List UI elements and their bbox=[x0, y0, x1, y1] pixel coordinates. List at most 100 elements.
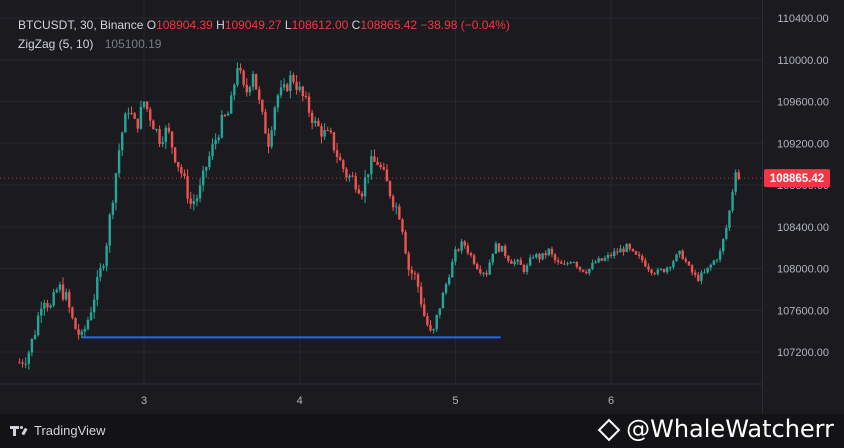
candle-body bbox=[357, 189, 361, 194]
candle-body bbox=[323, 130, 326, 137]
candle-body bbox=[189, 198, 192, 204]
candle-body bbox=[454, 249, 457, 262]
candle-body bbox=[236, 67, 239, 85]
candle-body bbox=[317, 120, 320, 127]
candle-body bbox=[395, 206, 398, 208]
candle-body bbox=[494, 243, 498, 254]
candle-body bbox=[444, 284, 448, 293]
candle-body bbox=[641, 255, 644, 261]
candle-body bbox=[289, 75, 292, 92]
candle-body bbox=[108, 214, 111, 246]
candle-body bbox=[423, 304, 426, 317]
candle-body bbox=[575, 262, 579, 267]
candle-body bbox=[214, 139, 217, 145]
candle-body bbox=[404, 232, 407, 254]
candle-body bbox=[460, 241, 463, 251]
candle-body bbox=[310, 112, 314, 124]
candle-body bbox=[102, 266, 105, 268]
y-tick-label: 107200.00 bbox=[777, 347, 829, 359]
candle-body bbox=[718, 251, 722, 260]
candle-body bbox=[282, 84, 286, 88]
candle-body bbox=[58, 284, 62, 290]
candle-body bbox=[535, 253, 538, 258]
indicator-name[interactable]: ZigZag (5, 10) bbox=[18, 37, 94, 51]
candle-body bbox=[569, 262, 572, 264]
candle-body bbox=[170, 131, 174, 148]
candle-body bbox=[220, 115, 224, 138]
candle-body bbox=[149, 109, 152, 121]
candle-body bbox=[672, 261, 675, 268]
candle-body bbox=[398, 206, 401, 220]
candle-body bbox=[64, 291, 68, 300]
candle-body bbox=[544, 253, 547, 256]
candle-body bbox=[616, 251, 619, 253]
candle-body bbox=[709, 264, 712, 268]
candle-body bbox=[504, 245, 507, 256]
chart-grid bbox=[0, 0, 762, 384]
candle-body bbox=[410, 269, 414, 274]
candle-body bbox=[513, 261, 516, 264]
candle-body bbox=[700, 272, 703, 281]
candle-body bbox=[734, 172, 737, 192]
candle-body bbox=[722, 238, 725, 252]
candle-body bbox=[500, 245, 504, 252]
candle-body bbox=[507, 255, 510, 261]
candle-body bbox=[27, 352, 30, 364]
candle-body bbox=[681, 250, 684, 260]
candle-body bbox=[703, 272, 706, 274]
candle-body bbox=[61, 284, 65, 300]
candle-body bbox=[267, 133, 270, 147]
candle-body bbox=[628, 243, 631, 249]
y-tick-label: 107600.00 bbox=[777, 305, 829, 317]
candle-body bbox=[463, 241, 466, 246]
candles-group bbox=[18, 62, 740, 370]
candle-body bbox=[653, 273, 656, 275]
candle-body bbox=[528, 257, 532, 266]
candle-body bbox=[173, 147, 177, 163]
candle-body bbox=[385, 169, 389, 182]
candle-body bbox=[332, 132, 336, 151]
candle-body bbox=[86, 319, 90, 329]
x-tick-label: 4 bbox=[297, 395, 303, 407]
candle-body bbox=[606, 254, 610, 259]
candle-body bbox=[74, 317, 77, 330]
candle-body bbox=[678, 250, 681, 255]
candle-body bbox=[728, 210, 731, 228]
candle-body bbox=[553, 254, 557, 261]
candle-body bbox=[659, 269, 663, 271]
candle-body bbox=[43, 303, 46, 309]
candle-body bbox=[158, 129, 161, 144]
candle-body bbox=[261, 99, 264, 112]
candle-body bbox=[485, 272, 488, 275]
candle-body bbox=[597, 258, 600, 263]
tradingview-brand[interactable]: TradingView bbox=[10, 423, 106, 438]
candle-body bbox=[662, 269, 666, 273]
candle-body bbox=[541, 253, 544, 260]
candle-body bbox=[731, 191, 734, 211]
candle-body bbox=[223, 115, 227, 117]
time-axis: 3 4 5 6 bbox=[0, 383, 762, 407]
candle-body bbox=[36, 315, 40, 336]
candle-body bbox=[644, 260, 647, 267]
candle-body bbox=[121, 132, 124, 151]
candle-body bbox=[111, 202, 115, 215]
legend-symbol[interactable]: BTCUSDT, 30, Binance bbox=[18, 18, 144, 32]
candle-body bbox=[329, 130, 333, 133]
candle-body bbox=[588, 268, 591, 274]
x-tick-label: 6 bbox=[608, 395, 614, 407]
candle-body bbox=[382, 167, 385, 170]
candle-body bbox=[578, 266, 582, 270]
candle-body bbox=[286, 84, 289, 92]
candle-body bbox=[432, 329, 435, 331]
candle-body bbox=[519, 259, 522, 265]
candle-body bbox=[594, 262, 597, 264]
candle-body bbox=[584, 271, 588, 274]
candle-body bbox=[426, 316, 429, 326]
candle-body bbox=[258, 89, 261, 100]
candle-body bbox=[345, 168, 348, 178]
candle-body bbox=[647, 266, 650, 270]
candle-body bbox=[472, 255, 476, 265]
candle-body bbox=[675, 254, 678, 262]
candle-body bbox=[211, 144, 214, 157]
